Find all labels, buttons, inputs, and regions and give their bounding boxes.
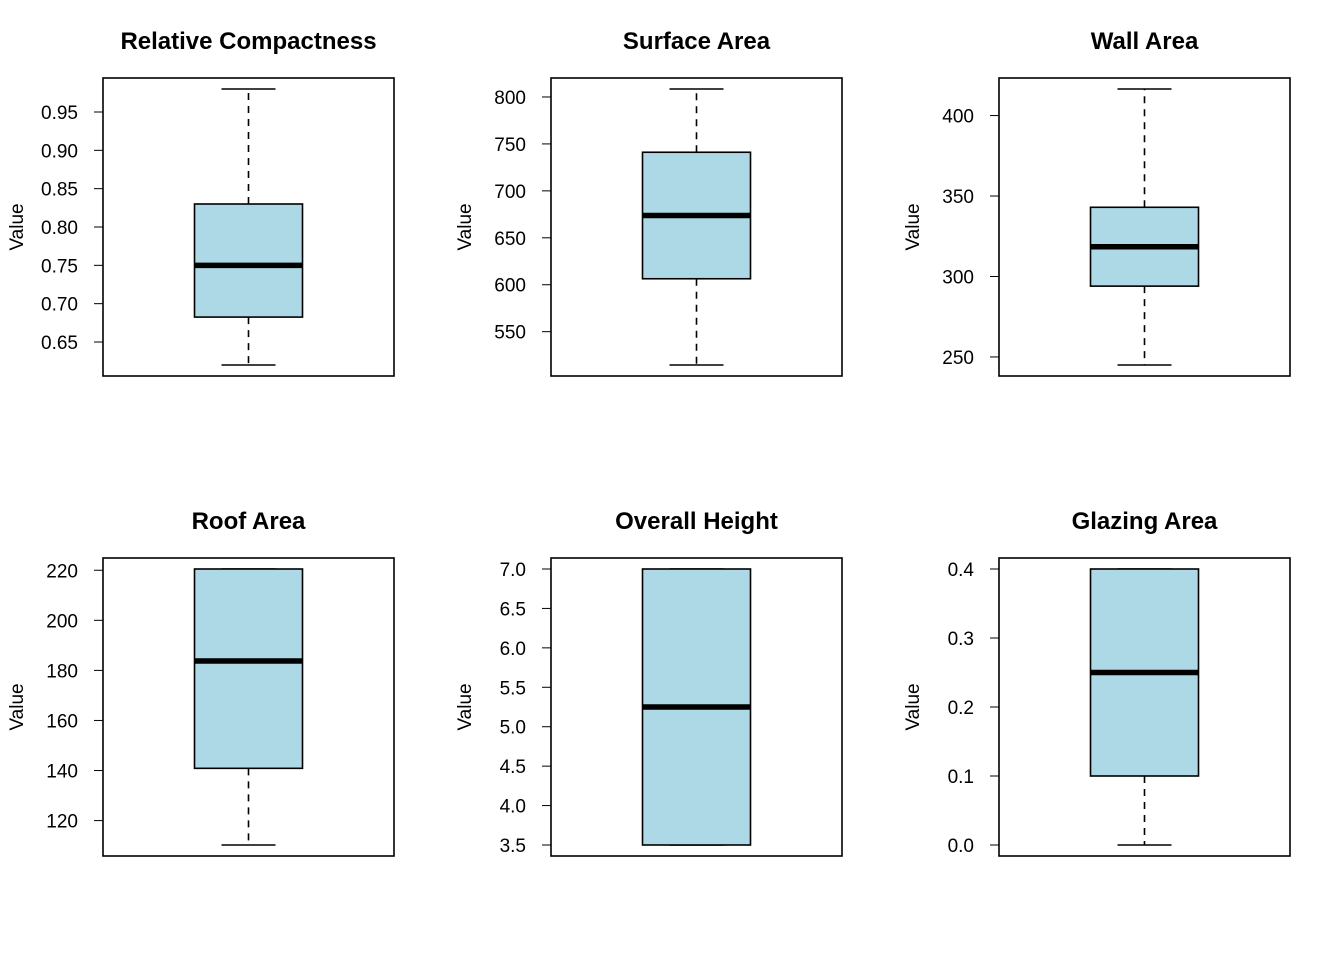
y-axis: 120 140 160 180 200 220 — [46, 561, 103, 833]
boxplot-panel: Relative Compactness Value 0.65 0.70 0.75 0.8… — [7, 28, 395, 377]
y-tick-label: 0.65 — [41, 333, 78, 354]
y-tick-label: 600 — [494, 276, 526, 297]
y-axis-label: Value — [903, 683, 924, 730]
y-axis-label: Value — [7, 203, 28, 250]
y-axis-label: Value — [455, 203, 476, 250]
y-axis: 0.65 0.70 0.75 0.80 0.85 0.90 0.95 — [41, 103, 103, 354]
panel-title: Relative Compactness — [120, 28, 376, 55]
y-axis: 3.5 4.0 4.5 5.0 5.5 6.0 6.5 7.0 — [500, 560, 551, 857]
plot-frame — [550, 77, 843, 377]
y-tick-label: 0.95 — [41, 103, 78, 124]
y-tick-label: 3.5 — [500, 836, 526, 857]
y-tick-label: 0.4 — [948, 560, 975, 581]
y-tick-label: 0.90 — [41, 141, 78, 162]
y-tick-label: 550 — [494, 323, 526, 344]
y-axis: 550 600 650 700 750 800 — [494, 88, 551, 344]
y-axis-label: Value — [455, 683, 476, 730]
y-axis-label: Value — [7, 683, 28, 730]
y-tick-label: 0.0 — [948, 836, 974, 857]
boxplot-panel: Roof Area Value 120 140 160 180 200 220 — [7, 508, 395, 857]
boxplot-panel: Wall Area Value 250 300 350 400 — [903, 28, 1291, 377]
panel-title: Overall Height — [615, 508, 778, 535]
plot-frame — [102, 557, 395, 857]
y-tick-label: 400 — [942, 107, 974, 128]
y-tick-label: 7.0 — [500, 560, 526, 581]
y-tick-label: 6.5 — [500, 599, 526, 620]
y-tick-label: 300 — [942, 267, 974, 288]
y-tick-label: 700 — [494, 182, 526, 203]
y-tick-label: 0.1 — [948, 767, 974, 788]
iqr-box — [193, 568, 304, 770]
y-tick-label: 4.0 — [500, 797, 526, 818]
y-tick-label: 4.5 — [500, 757, 526, 778]
y-tick-label: 5.5 — [500, 678, 526, 699]
boxplot-panel: Surface Area Value 550 600 650 700 750 800 — [455, 28, 843, 377]
y-tick-label: 800 — [494, 88, 526, 109]
y-tick-label: 250 — [942, 348, 974, 369]
y-tick-label: 220 — [46, 561, 78, 582]
y-tick-label: 0.80 — [41, 218, 78, 239]
plot-frame — [998, 77, 1291, 377]
y-tick-label: 750 — [494, 135, 526, 156]
y-axis-label: Value — [903, 203, 924, 250]
y-tick-label: 0.75 — [41, 256, 78, 277]
plot-frame — [550, 557, 843, 857]
y-tick-label: 180 — [46, 661, 78, 682]
boxplot-panel: Overall Height Value 3.5 4.0 4.5 5.0 5.5 6.0 6.5… — [455, 508, 843, 857]
y-tick-label: 350 — [942, 187, 974, 208]
y-tick-label: 5.0 — [500, 718, 526, 739]
y-tick-label: 0.70 — [41, 295, 78, 316]
plot-frame — [998, 557, 1291, 857]
y-tick-label: 120 — [46, 812, 78, 833]
y-tick-label: 140 — [46, 762, 78, 783]
panel-title: Roof Area — [192, 508, 306, 535]
y-tick-label: 0.85 — [41, 180, 78, 201]
y-tick-label: 0.3 — [948, 629, 974, 650]
plot-frame — [102, 77, 395, 377]
y-tick-label: 200 — [46, 611, 78, 632]
y-tick-label: 650 — [494, 229, 526, 250]
iqr-box — [193, 203, 304, 318]
y-axis: 250 300 350 400 — [942, 107, 999, 369]
panel-title: Wall Area — [1091, 28, 1199, 55]
boxplot-panel: Glazing Area Value 0.0 0.1 0.2 0.3 0.4 — [903, 508, 1291, 857]
y-axis: 0.0 0.1 0.2 0.3 0.4 — [948, 560, 999, 857]
y-tick-label: 0.2 — [948, 698, 974, 719]
panel-title: Surface Area — [623, 28, 771, 55]
y-tick-label: 6.0 — [500, 639, 526, 660]
panel-title: Glazing Area — [1072, 508, 1218, 535]
y-tick-label: 160 — [46, 711, 78, 732]
